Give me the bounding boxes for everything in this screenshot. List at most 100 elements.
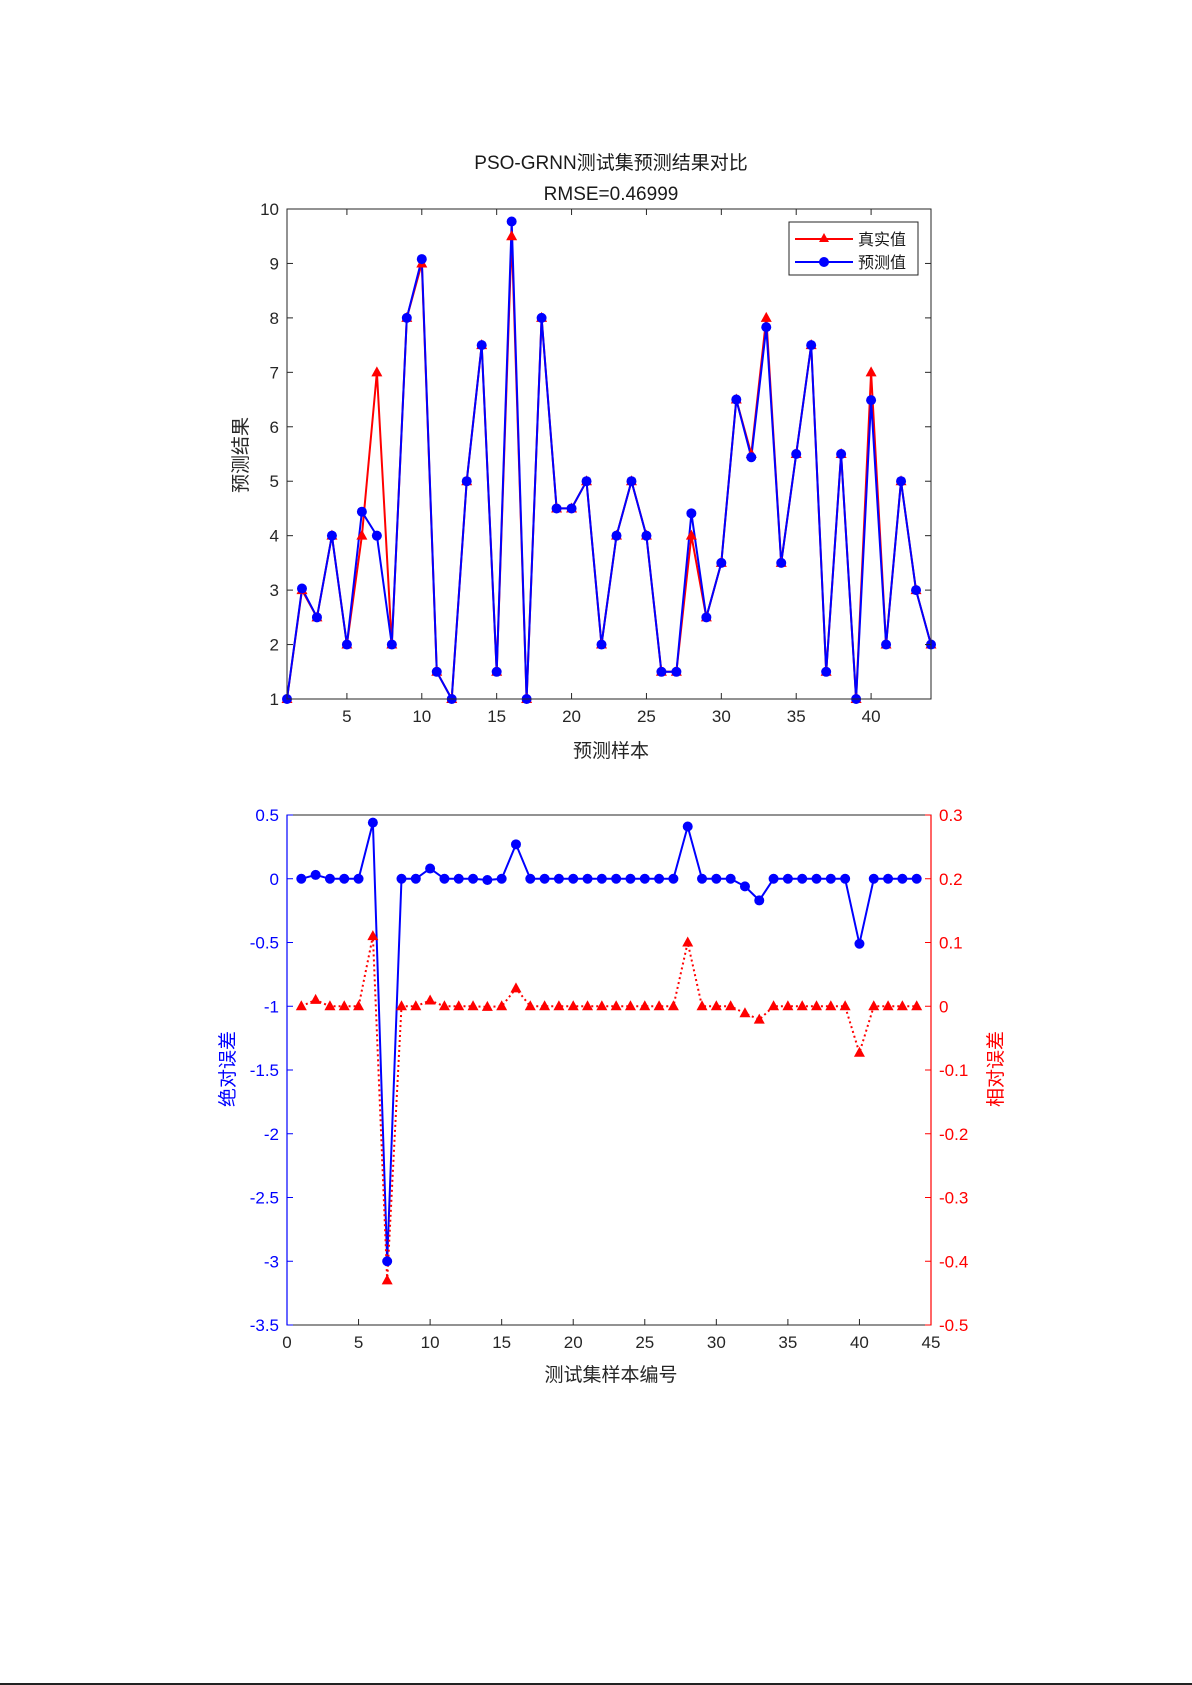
legend-label-predicted: 预测值 [858,253,906,272]
absolute-error-point [439,873,450,884]
absolute-error-point [868,873,879,884]
absolute-error-point [639,873,650,884]
y-left-tick-label: -2.5 [250,1189,279,1208]
y-right-tick-label: -0.2 [939,1125,968,1144]
relative-error-point [911,1000,923,1011]
true-value-point [865,366,877,377]
x-tick-label: 15 [492,1333,511,1352]
y-tick-label: 2 [270,636,279,655]
absolute-error-point [310,869,321,880]
x-tick-label: 40 [862,707,881,726]
relative-error-point [710,1000,722,1011]
absolute-error-point [353,873,364,884]
relative-error-point [496,1000,508,1011]
y-right-tick-label: -0.4 [939,1252,968,1271]
predicted-value-point [806,340,817,351]
page-bottom-border [0,1683,1192,1685]
predicted-value-point [581,476,592,487]
y-right-tick-label: 0.1 [939,934,963,953]
x-tick-label: 10 [412,707,431,726]
predicted-value-point [626,476,637,487]
error-chart: 0 5 10 15 20 25 30 35 40 45 0.5 0 -0.5 -1 -1.5 -2 -2.5 -3… [217,806,1007,1386]
absolute-error-point [797,873,808,884]
legend: 真实值 预测值 [788,221,919,276]
predicted-value-point [416,254,427,265]
relative-error-point [381,1274,393,1285]
plot-frame [286,208,932,700]
tick-layer: 0 5 10 15 20 25 30 35 40 45 0.5 0 -0.5 -1 -1.5 -2 -2.5 -3… [250,806,969,1352]
absolute-error-point [611,873,622,884]
y-left-tick-label: 0.5 [255,806,279,825]
absolute-error-point [883,873,894,884]
legend-marker-triangle [819,233,829,242]
absolute-error-point [367,817,378,828]
x-tick-label: 25 [635,1333,654,1352]
x-tick-label: 20 [564,1333,583,1352]
y-axis-label-right: 相对误差 [985,1031,1007,1107]
relative-error-point [739,1007,751,1018]
absolute-error-point [911,873,922,884]
x-tick-label: 35 [778,1333,797,1352]
relative-error-point [481,1000,493,1011]
legend-entry-predicted: 预测值 [795,253,906,272]
relative-error-point [782,1000,794,1011]
relative-error-point [310,993,322,1004]
y-left-tick-label: -1 [264,997,279,1016]
chart-title: PSO-GRNN测试集预测结果对比 [474,152,747,174]
absolute-error-point [811,873,822,884]
predicted-value-point [311,612,322,623]
x-tick-label: 5 [354,1333,363,1352]
true-value-point [356,529,368,540]
x-tick-label: 30 [712,707,731,726]
predicted-value-point [881,639,892,650]
predicted-value-point [341,639,352,650]
predicted-value-line [286,221,932,703]
y-right-tick-label: 0.2 [939,870,963,889]
y-tick-label: 8 [270,309,279,328]
y-tick-label: 6 [270,418,279,437]
relative-error-point [353,1000,365,1011]
absolute-error-point [854,938,865,949]
predicted-value-point [431,666,442,677]
x-tick-label: 30 [707,1333,726,1352]
absolute-error-point [654,873,665,884]
x-tick-label: 45 [922,1333,941,1352]
relative-error-point [796,1000,808,1011]
y-tick-label: 4 [270,527,279,546]
y-left-tick-label: -0.5 [250,934,279,953]
y-axis-label-left: 绝对误差 [217,1031,239,1107]
absolute-error-point [668,873,679,884]
predicted-value-point [506,216,517,227]
relative-error-point [725,1000,737,1011]
y-left-tick-label: 0 [270,870,279,889]
absolute-error-point [725,873,736,884]
y-right-tick-label: 0 [939,997,948,1016]
y-right-tick-label: -0.3 [939,1189,968,1208]
predicted-value-point [776,557,787,568]
predicted-value-point [746,452,757,463]
predicted-value-point [761,322,772,333]
absolute-error-point [496,873,507,884]
relative-error-point [324,1000,336,1011]
y-right-tick-label: -0.5 [939,1316,968,1335]
absolute-error-point [840,873,851,884]
relative-error-point [295,1000,307,1011]
legend-box [788,221,919,276]
y-left-tick-label: -1.5 [250,1061,279,1080]
absolute-error-point [324,873,335,884]
relative-error-point [596,1000,608,1011]
legend-marker-circle [819,257,829,267]
absolute-error-point [582,873,593,884]
predicted-value-point [596,639,607,650]
relative-error-point [653,1000,665,1011]
series-layer [281,216,937,704]
predicted-value-point [641,530,652,541]
absolute-error-point [553,873,564,884]
y-axis-label: 预测结果 [230,417,252,493]
x-tick-label: 40 [850,1333,869,1352]
absolute-error-point [697,873,708,884]
relative-error-point [367,930,379,941]
relative-error-point [853,1046,865,1057]
